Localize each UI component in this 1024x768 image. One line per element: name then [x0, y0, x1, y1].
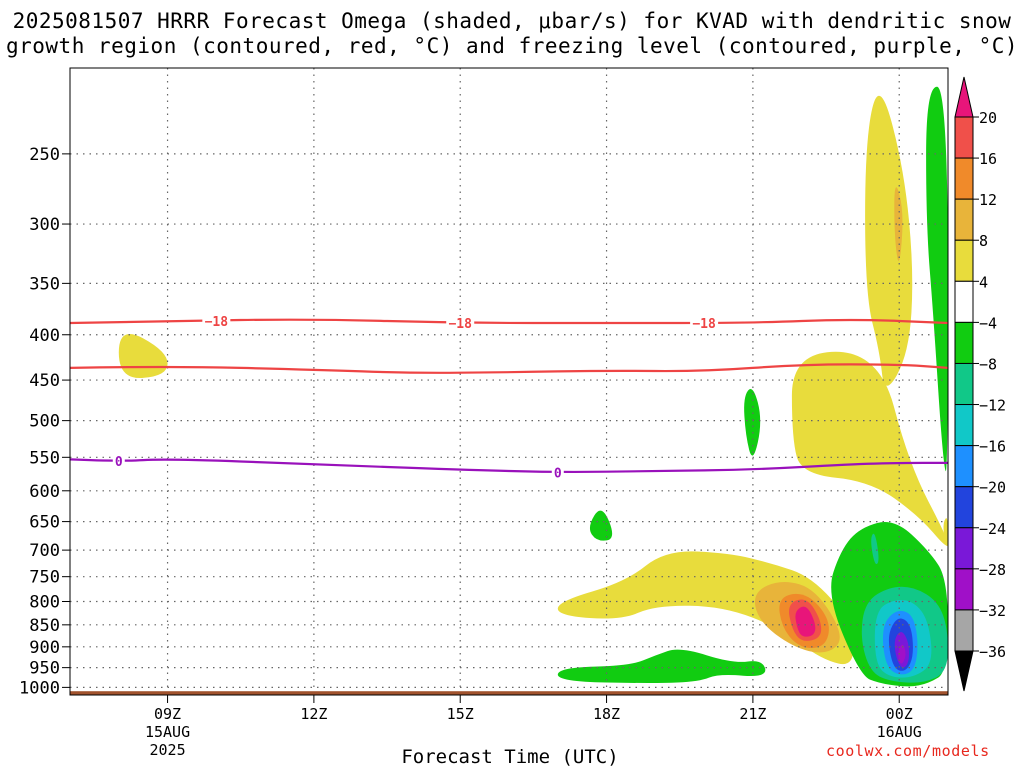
colorbar-band-0 [954, 116, 974, 159]
chart-title-line1: 2025081507 HRRR Forecast Omega (shaded, … [12, 9, 1012, 33]
colorbar-label-6: −8 [979, 355, 997, 373]
omega-region-3 [894, 187, 903, 261]
colorbar-band-12 [954, 609, 974, 652]
colorbar-band-6 [954, 362, 974, 406]
colorbar-band-7 [954, 404, 974, 447]
contour-label-bg-4 [551, 465, 564, 480]
contour-label-1: −18 [448, 317, 472, 332]
colorbar-band-8 [954, 445, 974, 488]
x-tick-label-18Z-0: 18Z [593, 705, 620, 723]
y-tick-label-450: 450 [29, 371, 60, 391]
y-tick-label-900: 900 [29, 638, 60, 658]
contour-label-bg-3 [112, 453, 125, 468]
colorbar-band-3 [954, 239, 974, 282]
y-tick-label-650: 650 [29, 513, 60, 533]
contour-label-4: 0 [554, 466, 562, 481]
x-tick-label-09Z-1: 15AUG [145, 723, 190, 741]
omega-region-9 [926, 86, 948, 472]
y-tick-label-300: 300 [29, 215, 60, 235]
omega-region-8 [795, 606, 816, 637]
y-tick-label-350: 350 [29, 274, 60, 294]
x-tick-label-12Z-0: 12Z [300, 705, 327, 723]
colorbar-bottom-arrow [954, 650, 974, 692]
chart-title-line2: growth region (contoured, red, °C) and f… [5, 34, 1019, 58]
colorbar-band-9 [954, 486, 974, 529]
colorbar-label-8: −16 [979, 438, 1006, 456]
x-tick-label-00Z-0: 00Z [886, 705, 913, 723]
colorbar-label-5: −4 [979, 314, 997, 332]
colorbar-label-4: 4 [979, 273, 988, 291]
y-tick-label-850: 850 [29, 616, 60, 636]
x-tick-label-00Z-1: 16AUG [877, 723, 922, 741]
contour-label-0: −18 [205, 315, 229, 330]
colorbar-label-0: 20 [979, 109, 997, 127]
colorbar-label-9: −20 [979, 479, 1006, 497]
omega-region-12 [557, 649, 766, 683]
y-tick-label-700: 700 [29, 541, 60, 561]
x-tick-label-09Z-2: 2025 [149, 741, 185, 759]
omega-region-20 [898, 644, 906, 664]
colorbar-band-10 [954, 527, 974, 570]
credit-text: coolwx.com/models [826, 742, 990, 760]
contour-label-bg-1 [446, 316, 475, 331]
contour-label-bg-0 [202, 314, 231, 329]
colorbar-label-2: 12 [979, 191, 997, 209]
colorbar-label-13: −36 [979, 643, 1006, 661]
y-tick-label-1000: 1000 [19, 678, 60, 698]
x-tick-label-09Z-0: 09Z [154, 705, 181, 723]
y-tick-label-400: 400 [29, 326, 60, 346]
y-tick-label-600: 600 [29, 482, 60, 502]
omega-region-21 [943, 518, 948, 546]
colorbar-label-11: −28 [979, 561, 1006, 579]
omega-region-11 [589, 510, 613, 541]
plot-area: −18 −18 −18 0 0 [70, 68, 948, 695]
contour-label-3: 0 [115, 455, 123, 470]
y-tick-label-950: 950 [29, 659, 60, 679]
colorbar-band-1 [954, 157, 974, 200]
omega-region-2 [865, 95, 913, 386]
plot-frame [69, 67, 949, 696]
y-tick-label-500: 500 [29, 412, 60, 432]
colorbar-label-3: 8 [979, 232, 988, 250]
x-tick-label-21Z-0: 21Z [739, 705, 766, 723]
terrain-fill [70, 691, 948, 695]
omega-region-1 [791, 351, 948, 546]
colorbar-band-4 [954, 280, 974, 323]
y-tick-label-750: 750 [29, 568, 60, 588]
y-tick-label-550: 550 [29, 448, 60, 468]
omega-region-10 [744, 388, 761, 456]
contour-label-bg-2 [690, 316, 719, 331]
y-tick-label-250: 250 [29, 145, 60, 165]
x-axis-label: Forecast Time (UTC) [401, 746, 619, 768]
omega-region-4 [557, 551, 854, 665]
x-tick-label-15Z-0: 15Z [447, 705, 474, 723]
colorbar-band-11 [954, 568, 974, 611]
contour-0 [70, 458, 948, 474]
contour--18 [70, 318, 948, 325]
colorbar-band-5 [954, 321, 974, 364]
colorbar-label-1: 16 [979, 150, 997, 168]
colorbar-label-10: −24 [979, 520, 1006, 538]
omega-region-0 [118, 334, 168, 379]
contour--12 [70, 363, 948, 374]
omega-region-14 [871, 533, 879, 565]
colorbar-top-arrow [954, 76, 974, 118]
colorbar-label-7: −12 [979, 397, 1006, 415]
colorbar-label-12: −32 [979, 602, 1006, 620]
contour-label-2: −18 [692, 317, 716, 332]
y-tick-label-800: 800 [29, 593, 60, 613]
colorbar-band-2 [954, 198, 974, 241]
